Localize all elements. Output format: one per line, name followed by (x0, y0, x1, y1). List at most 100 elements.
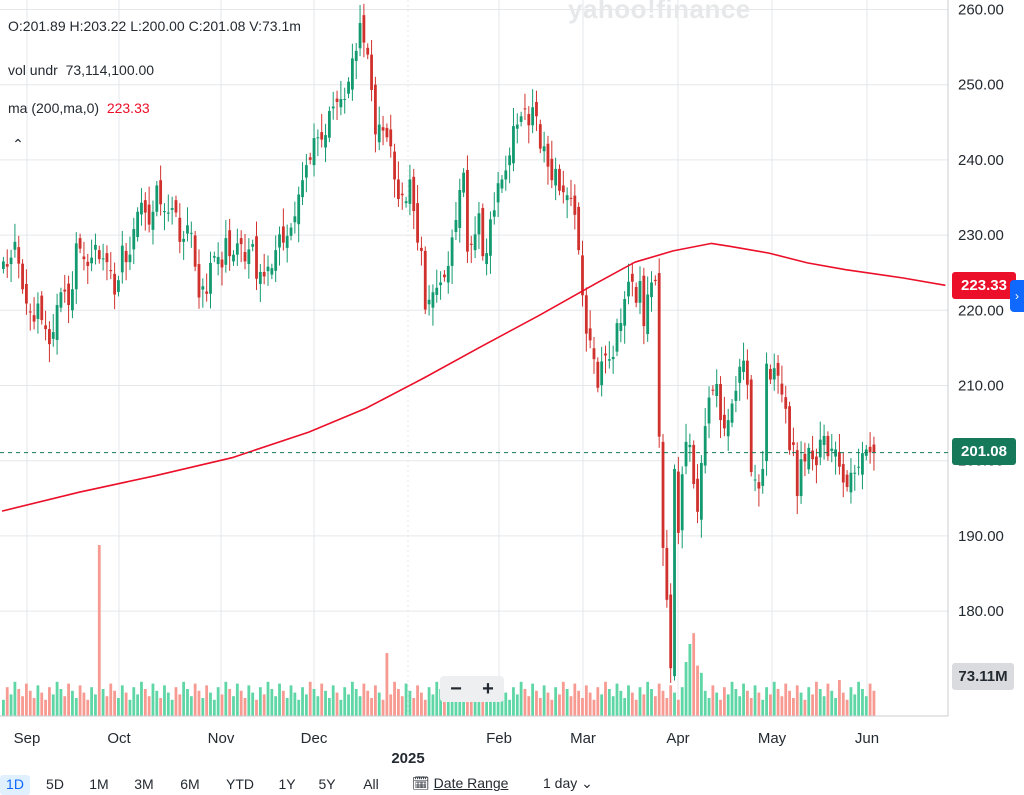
volume-bar (868, 683, 872, 716)
candle-body (657, 273, 661, 437)
candle-body (642, 275, 646, 327)
volume-bar (400, 696, 404, 716)
candle-body (807, 447, 811, 470)
candle-body (13, 241, 17, 250)
volume-bar (673, 692, 676, 716)
candle-body (730, 403, 734, 423)
volume-bar (228, 689, 232, 716)
date-range-button[interactable]: 🗓︎ Date Range (412, 775, 508, 792)
candle-body (151, 211, 155, 230)
volume-bar (722, 687, 726, 716)
candle-body (673, 468, 676, 677)
volume-bar (569, 696, 573, 716)
expand-panel-button[interactable]: › (1010, 280, 1024, 312)
volume-bar (619, 690, 623, 716)
candle-body (604, 353, 607, 356)
range-6m-button[interactable]: 6M (180, 776, 200, 792)
volume-bar (55, 681, 59, 716)
candle-body (496, 183, 500, 203)
volume-bar (550, 699, 554, 716)
candle-body (431, 292, 435, 308)
candle-body (124, 250, 128, 263)
volume-bar (627, 685, 630, 716)
volume-bar (74, 698, 78, 716)
volume-bar (120, 685, 124, 716)
chevron-up-icon: ⌃ (12, 136, 24, 152)
date-range-label: Date Range (433, 775, 509, 791)
volume-bar (431, 694, 435, 716)
candle-body (753, 479, 757, 481)
candle-body (481, 208, 485, 257)
volume-bar (408, 690, 412, 716)
candle-body (132, 229, 136, 250)
candle-body (258, 271, 262, 284)
volume-bar (370, 698, 373, 716)
volume-bar (788, 690, 791, 716)
candle-body (147, 204, 151, 225)
zoom-in-button[interactable]: + (482, 678, 494, 700)
range-1d-button[interactable]: 1D (0, 775, 30, 795)
range-1m-button[interactable]: 1M (89, 776, 109, 792)
candle-body (373, 84, 377, 135)
candle-body (650, 282, 653, 298)
volume-bar (97, 545, 101, 716)
volume-bar (684, 662, 688, 716)
candle-body (546, 143, 550, 167)
candle-body (780, 383, 784, 395)
volume-bar (661, 690, 665, 716)
collapse-legend-button[interactable]: ⌃ (8, 134, 28, 154)
candle-body (466, 170, 469, 252)
candle-body (67, 283, 70, 306)
candle-body (861, 453, 864, 475)
interval-dropdown[interactable]: 1 day ⌄ (543, 775, 593, 792)
volume-bar (209, 692, 212, 716)
candle-body (40, 295, 44, 321)
candle-body (316, 137, 320, 139)
volume-bar (28, 690, 32, 716)
volume-bar (630, 692, 634, 716)
candle-body (577, 206, 581, 251)
candle-body (393, 151, 396, 180)
range-5d-button[interactable]: 5D (46, 776, 64, 792)
candle-body (109, 270, 113, 272)
candle-body (235, 243, 239, 255)
candle-body (665, 547, 669, 600)
candle-body (588, 328, 592, 341)
volume-bar (454, 698, 458, 716)
range-5y-button[interactable]: 5Y (318, 776, 336, 792)
volume-bar (350, 681, 354, 716)
volume-bar (738, 696, 742, 716)
candle-body (849, 472, 853, 493)
range-3m-button[interactable]: 3M (134, 776, 154, 792)
candle-body (412, 176, 416, 212)
candle-body (136, 211, 140, 237)
price-chart[interactable]: 260.00250.00240.00230.00220.00210.00200.… (0, 0, 1024, 771)
candle-body (120, 245, 124, 273)
candle-body (761, 468, 765, 486)
range-1y-button[interactable]: 1Y (278, 776, 296, 792)
ma-price-tag: 223.33 (952, 272, 1016, 299)
volume-bar (807, 687, 811, 716)
volume-bar (596, 687, 600, 716)
candle-body (623, 299, 627, 326)
volume-bar (538, 698, 542, 716)
ma-legend[interactable]: ma (200,ma,0) 223.33 (8, 100, 150, 116)
volume-bar (604, 681, 607, 716)
volume-bar (189, 696, 193, 716)
candle-body (653, 279, 657, 281)
volume-bar (527, 696, 531, 716)
volume-bar (51, 694, 55, 716)
candle-body (554, 168, 558, 186)
candle-body (270, 268, 274, 275)
volume-bar (439, 689, 442, 716)
x-tick-label: Apr (666, 730, 689, 747)
candle-body (301, 180, 304, 198)
zoom-out-button[interactable]: − (450, 678, 462, 700)
candle-body (742, 360, 745, 372)
range-ytd-button[interactable]: YTD (226, 776, 254, 792)
volume-bar (423, 699, 427, 716)
volume-bar (769, 694, 772, 716)
range-all-button[interactable]: All (363, 776, 379, 792)
volume-bar (48, 687, 51, 716)
candle-body (182, 238, 186, 242)
